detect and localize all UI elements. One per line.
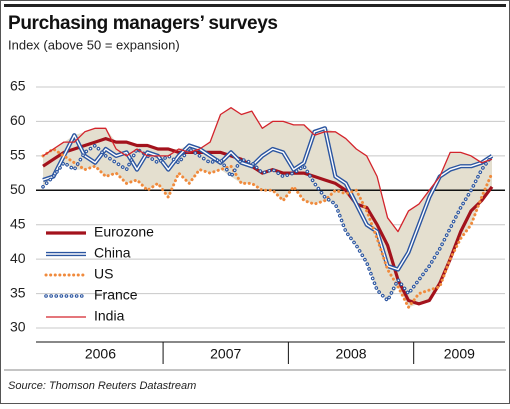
x-tick-label: 2006 <box>85 346 116 362</box>
series-line <box>42 107 493 233</box>
x-tick-label: 2007 <box>210 346 241 362</box>
legend-label: US <box>94 266 113 282</box>
legend-label: China <box>94 245 131 261</box>
y-tick-label: 50 <box>10 181 26 197</box>
y-tick-label: 45 <box>10 215 26 231</box>
legend-label: France <box>94 287 138 303</box>
legend-label: Eurozone <box>94 224 154 240</box>
y-tick-label: 30 <box>10 319 26 335</box>
y-tick-label: 55 <box>10 147 26 163</box>
chart-title: Purchasing managers’ surveys <box>8 13 278 34</box>
top-rule <box>4 4 506 7</box>
series-line-inner <box>42 127 493 271</box>
y-tick-label: 35 <box>10 284 26 300</box>
x-tick-label: 2008 <box>335 346 366 362</box>
range-band <box>43 107 492 308</box>
source: Source: Thomson Reuters Datastream <box>8 380 196 392</box>
series-line <box>41 147 494 309</box>
x-tick-label: 2009 <box>444 346 475 362</box>
series-line <box>42 137 494 306</box>
y-tick-label: 40 <box>10 250 26 266</box>
series-line-inner <box>42 144 493 302</box>
y-tick-label: 65 <box>10 78 26 94</box>
y-tick-label: 60 <box>10 112 26 128</box>
legend-label: India <box>94 308 125 324</box>
chart-subtitle: Index (above 50 = expansion) <box>8 37 180 52</box>
